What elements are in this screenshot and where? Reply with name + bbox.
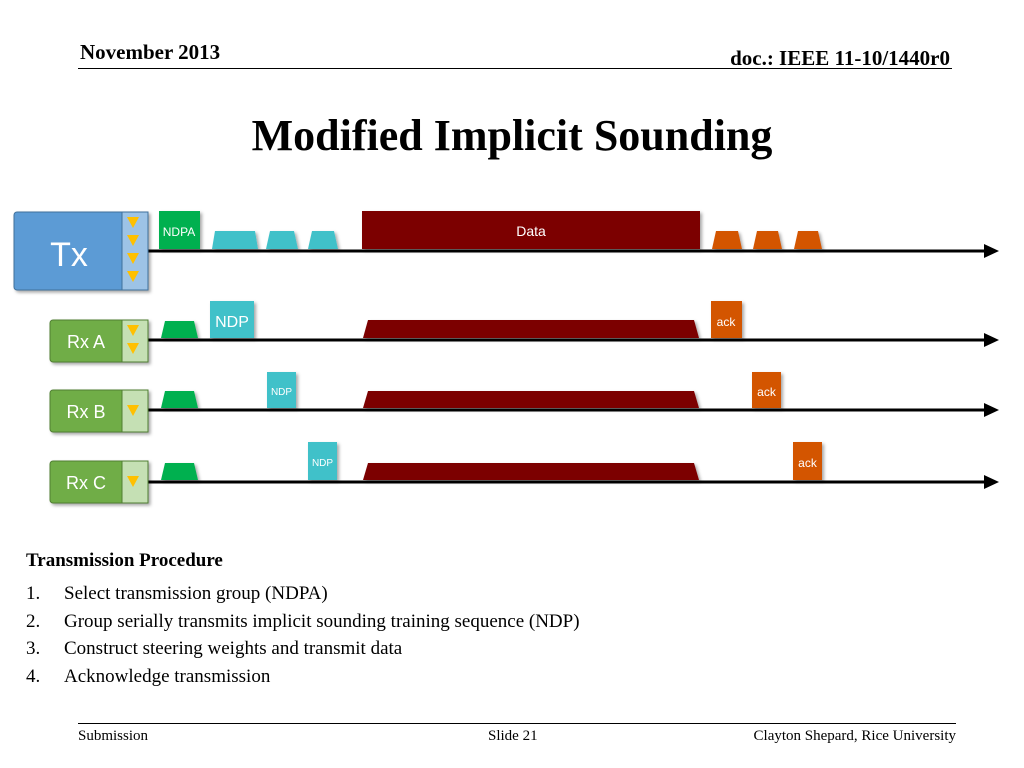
footer-author: Clayton Shepard, Rice University xyxy=(753,728,956,744)
rx-a-label: Rx A xyxy=(67,332,105,352)
rx-c-label: Rx C xyxy=(66,473,106,493)
procedure-title: Transmission Procedure xyxy=(26,550,223,571)
procedure-step: 2. Group serially transmits implicit soun… xyxy=(26,608,580,636)
step-number: 1. xyxy=(26,583,41,604)
header-doc-id: doc.: IEEE 11-10/1440r0 xyxy=(730,46,950,70)
rx-b-ack-label: ack xyxy=(757,385,777,399)
rx-b-label: Rx B xyxy=(66,402,105,422)
tx-ack-slot-c xyxy=(794,231,822,249)
rx-b-ack-packet xyxy=(752,372,781,408)
step-text: Select transmission group (NDPA) xyxy=(64,583,328,604)
rx-a-ndpa-slot xyxy=(161,321,198,338)
rx-a-ndp-packet xyxy=(210,301,254,338)
rx-c-marker-icon xyxy=(127,476,139,487)
tx-ndp-slot-b xyxy=(266,231,298,249)
timeline-tx xyxy=(148,244,999,258)
tx-ack-slot-b xyxy=(753,231,782,249)
tx-label: Tx xyxy=(50,236,88,274)
timeline-rx-c xyxy=(148,475,999,489)
rx-b-ndpa-slot xyxy=(161,391,198,408)
ndpa-packet xyxy=(159,211,200,249)
rx-a-ndp-label: NDP xyxy=(215,314,249,331)
step-number: 2. xyxy=(26,610,41,632)
rx-b-node xyxy=(49,389,149,433)
rx-a-data-slot xyxy=(363,320,699,338)
tx-marker-icons xyxy=(127,217,139,282)
header-date: November 2013 xyxy=(80,40,221,64)
rx-c-ack-packet xyxy=(793,442,822,480)
timing-diagram: Tx Rx A Rx B Rx C xyxy=(13,211,999,504)
data-label: Data xyxy=(516,223,546,239)
procedure-step: 1. Select transmission group (NDPA) xyxy=(26,580,580,608)
procedure-step: 3. Construct steering weights and transmi… xyxy=(26,635,580,663)
rx-b-ndp-label: NDP xyxy=(271,387,292,398)
step-text: Group serially transmits implicit soundi… xyxy=(64,610,580,632)
rx-c-data-slot xyxy=(363,463,699,480)
rx-c-ndp-label: NDP xyxy=(312,458,333,469)
footer-slide-number: Slide 21 xyxy=(488,728,538,744)
rx-a-marker-icons xyxy=(127,325,139,354)
header-divider xyxy=(78,68,952,69)
procedure-step: 4. Acknowledge transmission xyxy=(26,663,580,691)
rx-b-data-slot xyxy=(363,391,699,408)
slide-title: Modified Implicit Sounding xyxy=(251,111,773,160)
rx-a-ack-label: ack xyxy=(717,315,737,329)
rx-c-ndpa-slot xyxy=(161,463,198,480)
rx-c-ack-label: ack xyxy=(798,456,818,470)
timeline-rx-b xyxy=(148,403,999,417)
timeline-rx-a xyxy=(148,333,999,347)
step-text: Construct steering weights and transmit … xyxy=(64,638,403,659)
footer-submission: Submission xyxy=(78,728,149,744)
tx-ack-slot-a xyxy=(712,231,742,249)
tx-node xyxy=(13,211,149,291)
step-number: 3. xyxy=(26,638,41,659)
rx-c-ndp-packet xyxy=(308,442,337,480)
footer-divider xyxy=(78,723,956,724)
procedure-steps: 1. Select transmission group (NDPA) 2. Gro… xyxy=(26,580,580,690)
tx-ndp-slot-c xyxy=(308,231,338,249)
step-number: 4. xyxy=(26,665,41,687)
tx-ndp-slot-a xyxy=(212,231,258,249)
rx-a-ack-packet xyxy=(711,301,742,338)
tx-data-packet xyxy=(362,211,700,249)
ndpa-label: NDPA xyxy=(163,225,195,239)
rx-b-ndp-packet xyxy=(267,372,296,408)
step-text: Acknowledge transmission xyxy=(64,665,271,687)
rx-b-marker-icon xyxy=(127,405,139,416)
